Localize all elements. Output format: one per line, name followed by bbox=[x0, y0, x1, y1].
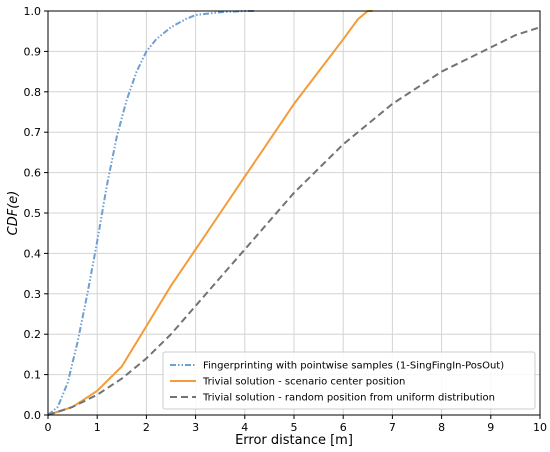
y-axis-ticks: 0.0 0.1 0.2 0.3 0.4 0.5 0.6 0.7 0.8 0.9 1.0 bbox=[24, 5, 48, 422]
x-tick-label: 7 bbox=[389, 421, 396, 434]
series-line-2 bbox=[47, 10, 373, 416]
x-tick-label: 6 bbox=[340, 421, 347, 434]
series-lines bbox=[47, 10, 541, 416]
x-tick-label: 2 bbox=[143, 421, 150, 434]
x-tick-label: 8 bbox=[438, 421, 445, 434]
x-axis-label: Error distance [m] bbox=[235, 433, 353, 448]
x-axis-ticks: 0 1 2 3 4 5 6 7 8 9 10 bbox=[45, 415, 547, 434]
y-tick-label: 0.9 bbox=[24, 45, 42, 58]
x-tick-label: 9 bbox=[487, 421, 494, 434]
y-tick-label: 0.6 bbox=[24, 167, 42, 180]
y-tick-label: 0.0 bbox=[24, 409, 42, 422]
y-tick-label: 0.2 bbox=[24, 328, 42, 341]
y-tick-label: 0.1 bbox=[24, 369, 42, 382]
y-axis-label: CDF(e) bbox=[6, 191, 21, 236]
y-tick-label: 0.5 bbox=[24, 207, 42, 220]
y-tick-label: 0.4 bbox=[24, 247, 42, 260]
legend-label: Fingerprinting with pointwise samples (1… bbox=[203, 361, 504, 372]
x-tick-label: 5 bbox=[291, 421, 298, 434]
legend-box bbox=[162, 351, 536, 410]
legend-label: Trivial solution - random position from … bbox=[202, 393, 495, 404]
series-line-3 bbox=[47, 26, 541, 416]
legend-label: Trivial solution - scenario center posit… bbox=[202, 377, 405, 388]
y-tick-label: 1.0 bbox=[24, 5, 42, 18]
legend: Fingerprinting with pointwise samples (1… bbox=[162, 351, 536, 410]
series-line-1 bbox=[47, 10, 255, 416]
x-tick-label: 0 bbox=[45, 421, 52, 434]
x-tick-label: 4 bbox=[241, 421, 248, 434]
x-tick-label: 10 bbox=[533, 421, 547, 434]
y-tick-label: 0.3 bbox=[24, 288, 42, 301]
x-tick-label: 3 bbox=[192, 421, 199, 434]
x-tick-label: 1 bbox=[94, 421, 101, 434]
y-tick-label: 0.8 bbox=[24, 86, 42, 99]
y-tick-label: 0.7 bbox=[24, 126, 42, 139]
